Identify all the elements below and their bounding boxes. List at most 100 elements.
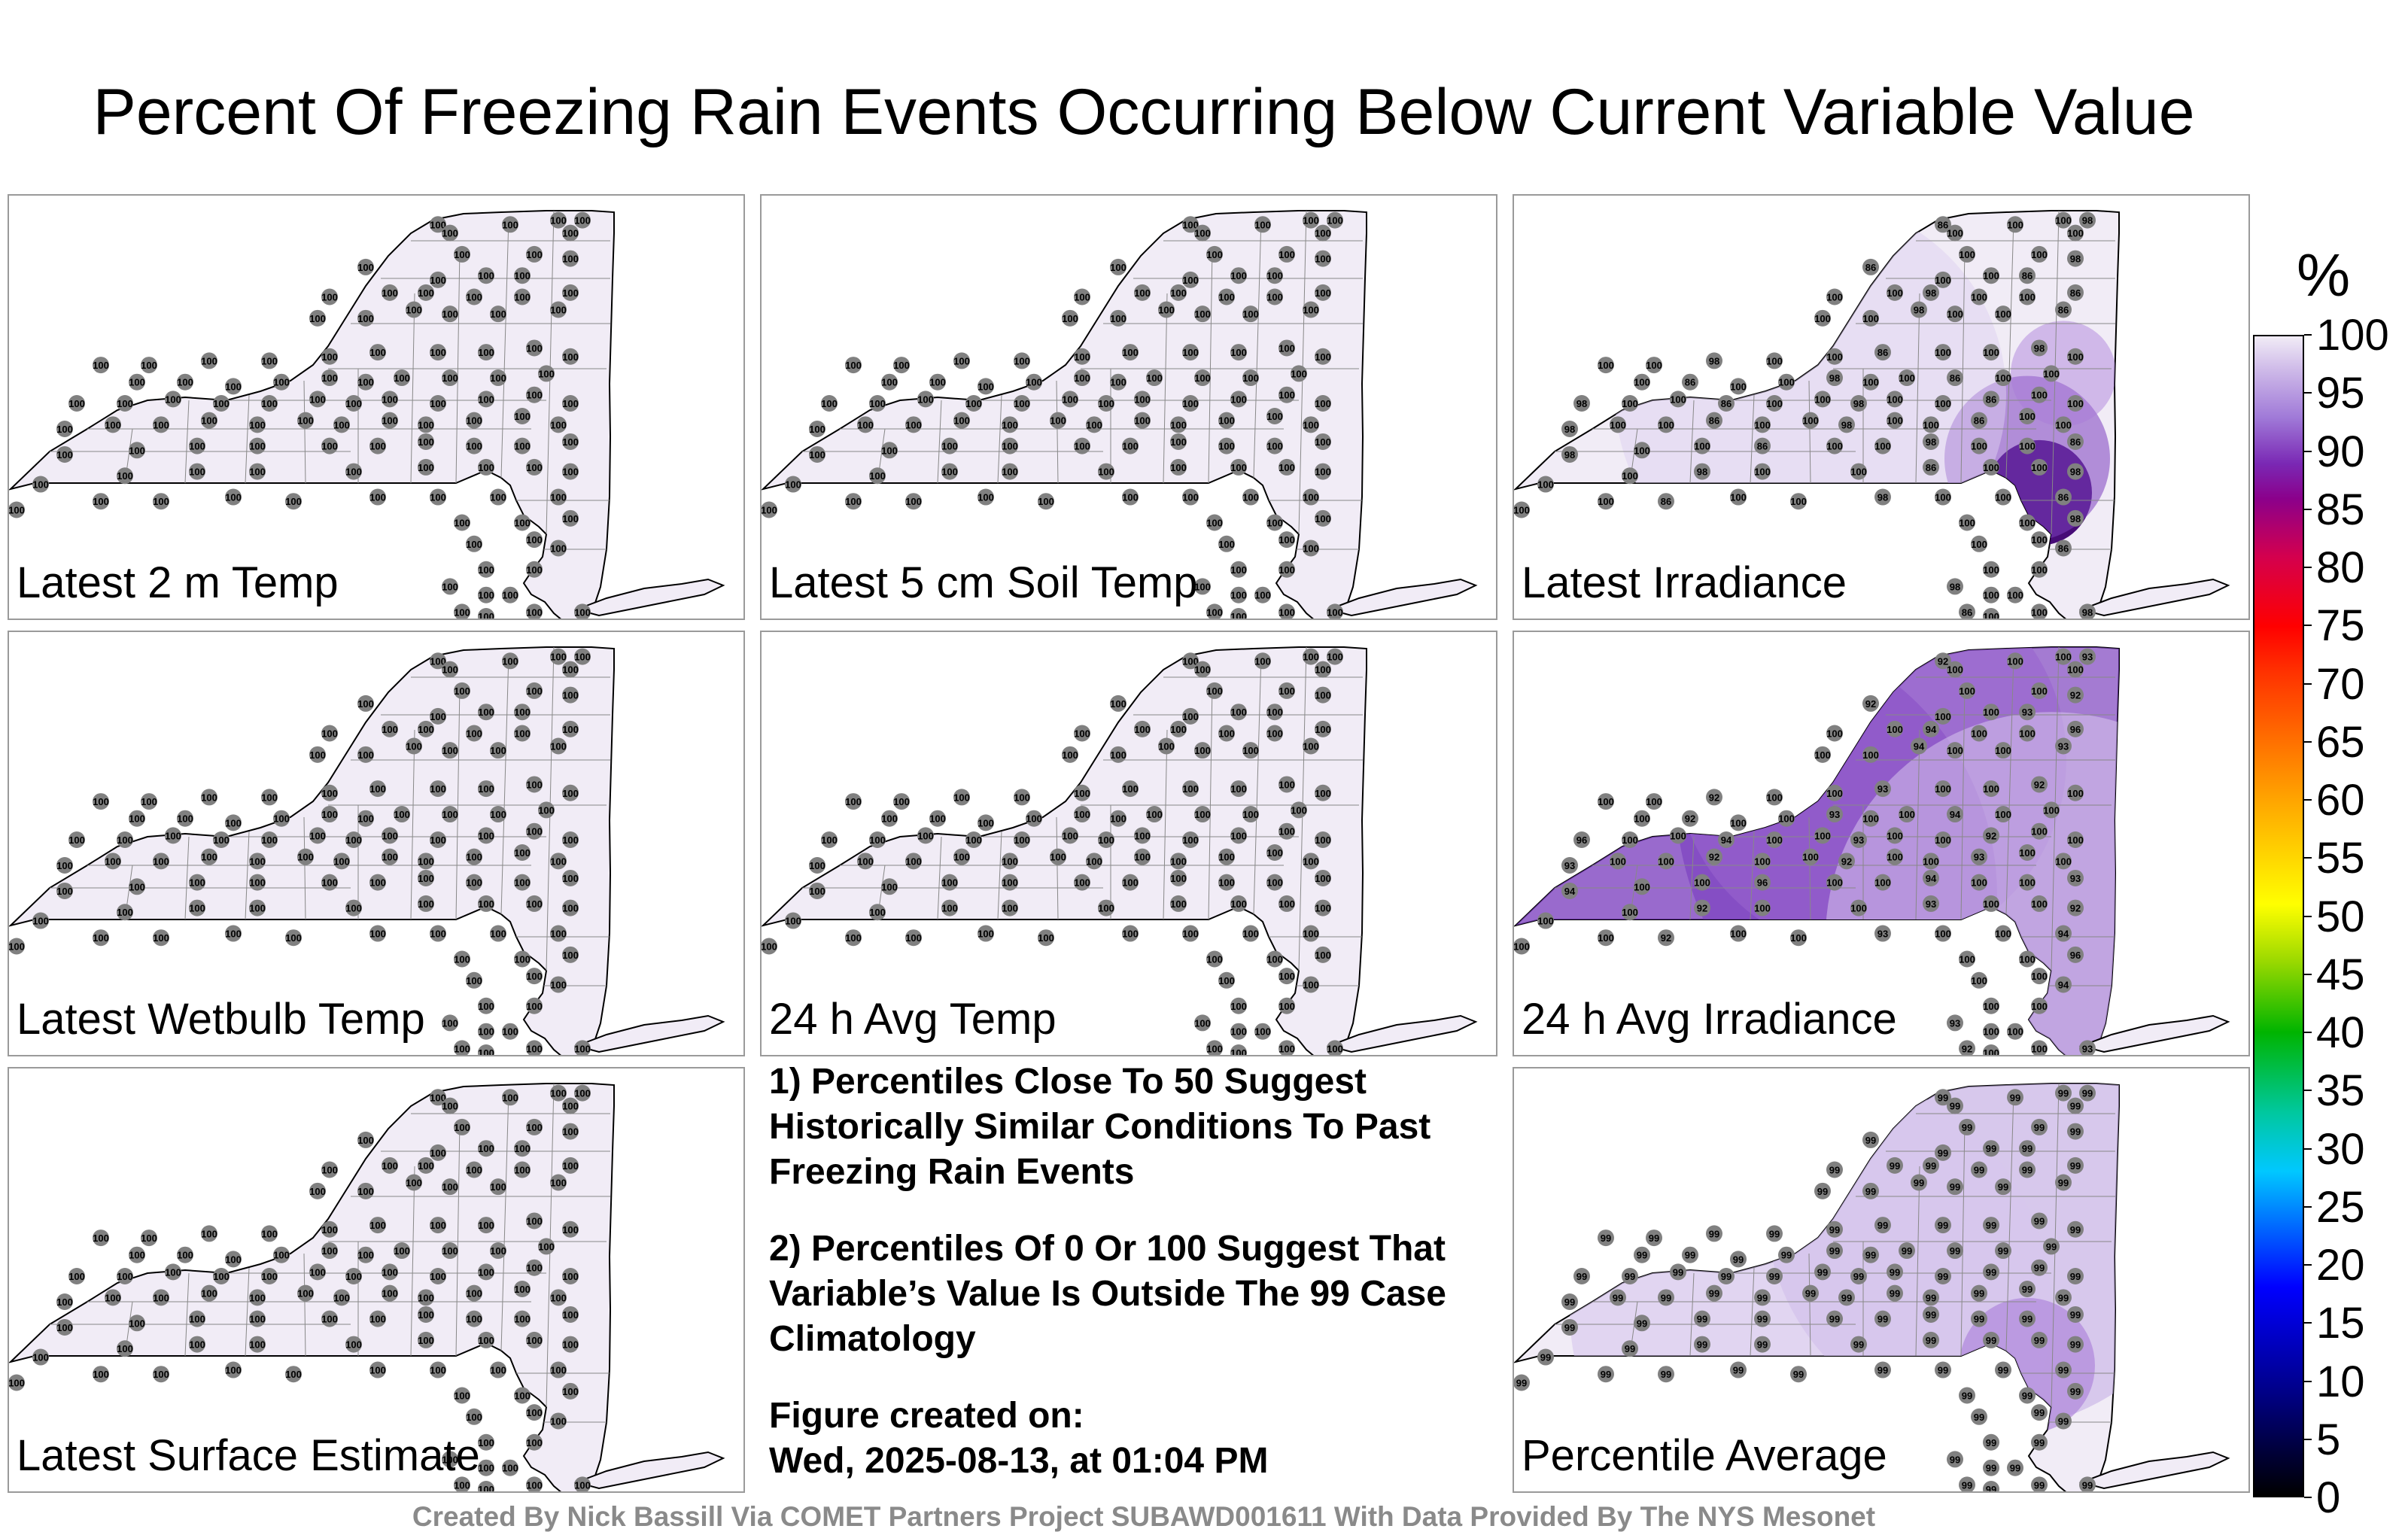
station-value: 100 — [526, 462, 543, 473]
station-marker — [369, 1217, 386, 1234]
station-value: 100 — [93, 1233, 109, 1244]
station-marker — [1110, 373, 1126, 391]
station-value: 100 — [1182, 398, 1199, 409]
station-value: 100 — [357, 813, 374, 825]
station-value: 100 — [382, 1288, 398, 1299]
station-value: 100 — [2067, 398, 2084, 409]
panel-label: Latest Surface Estimate — [17, 1431, 480, 1480]
station-marker — [321, 348, 338, 365]
colorbar-tick-mark — [2304, 1322, 2312, 1324]
county-border — [410, 293, 415, 484]
station-marker — [1959, 682, 1975, 699]
station-marker — [845, 793, 862, 810]
station-marker — [2067, 284, 2084, 301]
station-value: 100 — [562, 1271, 579, 1282]
station-marker — [141, 357, 157, 374]
station-value: 100 — [454, 1479, 470, 1491]
station-value: 100 — [394, 809, 410, 820]
station-marker — [1254, 1023, 1271, 1040]
station-marker — [1014, 789, 1030, 806]
station-value: 100 — [273, 1250, 290, 1261]
station-marker — [1158, 737, 1175, 755]
station-value: 100 — [68, 834, 85, 846]
station-marker — [1573, 1268, 1590, 1285]
station-value: 100 — [189, 903, 205, 914]
station-marker — [538, 365, 555, 382]
station-marker — [1598, 793, 1614, 810]
station-marker — [1923, 433, 1939, 450]
station-marker — [1947, 305, 1963, 323]
station-value: 100 — [1947, 745, 1963, 756]
station-value: 100 — [321, 1314, 338, 1325]
station-value: 100 — [1983, 611, 1999, 620]
station-value: 99 — [2070, 1386, 2081, 1397]
station-marker — [1182, 925, 1199, 942]
station-marker — [2067, 1097, 2084, 1114]
station-marker — [1826, 725, 1843, 742]
station-value: 100 — [153, 1369, 169, 1380]
station-value: 93 — [2070, 873, 2081, 884]
station-value: 100 — [965, 398, 982, 409]
station-value: 100 — [442, 745, 458, 756]
station-marker — [502, 216, 518, 233]
station-value: 100 — [1754, 856, 1771, 867]
station-marker — [562, 1220, 579, 1238]
station-value: 100 — [514, 270, 531, 281]
station-value: 100 — [1646, 796, 1662, 807]
station-value: 100 — [1983, 462, 1999, 473]
station-marker — [1874, 780, 1891, 798]
station-value: 100 — [189, 1339, 205, 1351]
station-value: 99 — [1625, 1343, 1635, 1354]
station-marker — [1995, 1178, 2011, 1196]
station-value: 100 — [562, 1339, 579, 1351]
station-value: 100 — [249, 1292, 266, 1303]
station-marker — [2079, 603, 2096, 619]
station-marker — [1315, 686, 1331, 704]
station-marker — [1170, 284, 1187, 301]
station-value: 100 — [1315, 287, 1331, 299]
station-marker — [905, 853, 922, 870]
station-value: 100 — [2019, 441, 2036, 452]
station-value: 99 — [1841, 1292, 1852, 1303]
station-marker — [941, 437, 958, 454]
station-marker — [1062, 309, 1078, 327]
station-marker — [2055, 648, 2072, 665]
station-value: 100 — [1158, 305, 1175, 316]
station-marker — [442, 806, 458, 823]
station-marker — [1983, 1140, 1999, 1157]
station-marker — [2031, 1331, 2048, 1348]
station-marker — [550, 301, 567, 318]
county-border — [2005, 217, 2014, 479]
station-marker — [1935, 395, 1951, 412]
station-value: 100 — [1971, 441, 1987, 452]
station-marker — [1194, 305, 1211, 323]
station-value: 100 — [562, 467, 579, 478]
station-marker — [1862, 1246, 1879, 1263]
station-marker — [1194, 806, 1211, 823]
station-value: 100 — [929, 377, 946, 388]
station-marker — [2031, 1433, 2048, 1451]
station-marker — [550, 648, 567, 665]
station-marker — [1266, 950, 1283, 968]
station-value: 98 — [2082, 606, 2093, 618]
notes-block: 1) Percentiles Close To 50 Suggest Histo… — [769, 1059, 1491, 1484]
colorbar-tick-label: 15 — [2316, 1299, 2365, 1348]
county-border — [245, 394, 250, 484]
station-value: 100 — [478, 1266, 494, 1278]
station-value: 100 — [1315, 254, 1331, 265]
station-marker — [1706, 352, 1722, 369]
station-value: 100 — [394, 372, 410, 384]
station-marker — [201, 352, 217, 369]
station-marker — [1622, 1340, 1638, 1357]
station-marker — [9, 938, 25, 955]
station-value: 100 — [345, 834, 362, 846]
station-marker — [2055, 1412, 2072, 1430]
station-value: 100 — [1230, 707, 1247, 718]
station-marker — [526, 458, 543, 476]
station-value: 100 — [514, 441, 531, 452]
station-marker — [1158, 301, 1175, 318]
station-marker — [1182, 271, 1199, 288]
station-marker — [345, 831, 362, 849]
station-marker — [1670, 391, 1686, 408]
station-value: 100 — [369, 877, 386, 889]
